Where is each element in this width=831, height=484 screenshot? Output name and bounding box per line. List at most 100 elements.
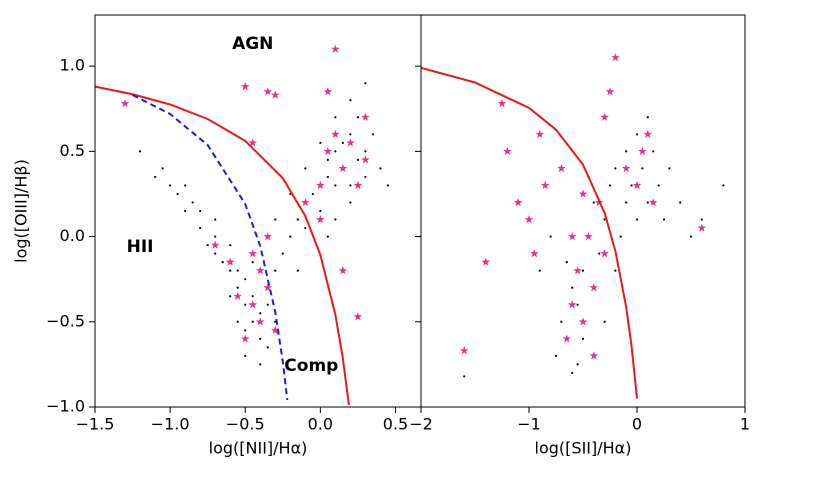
dot-point <box>296 269 299 272</box>
dot-point <box>334 116 337 119</box>
star-point <box>240 334 250 343</box>
dot-point <box>251 320 254 323</box>
dot-point <box>571 286 574 289</box>
dot-point <box>349 184 352 187</box>
dot-point <box>259 337 262 340</box>
star-point <box>301 197 310 207</box>
dot-point <box>538 269 541 272</box>
star-point <box>524 215 534 224</box>
star-point <box>567 300 577 309</box>
dot-point <box>592 201 595 204</box>
star-point <box>605 87 615 96</box>
dot-point <box>214 235 217 238</box>
dot-point <box>619 235 622 238</box>
star-point <box>323 146 333 155</box>
boundary-curve <box>95 85 350 406</box>
star-point <box>535 129 545 138</box>
dot-point <box>259 312 262 315</box>
dot-point <box>138 150 142 153</box>
star-point <box>248 138 258 147</box>
star-point <box>353 180 363 190</box>
star-point <box>233 291 242 300</box>
dot-point <box>646 201 649 204</box>
dot-point <box>214 218 217 221</box>
star-point <box>271 90 280 99</box>
dot-point <box>334 184 337 187</box>
x-tick-label: −2 <box>409 415 433 434</box>
x-axis-label: log([NII]/Hα) <box>209 439 308 458</box>
star-point <box>248 249 258 258</box>
dot-point <box>326 158 329 161</box>
x-tick-label: −0.5 <box>226 415 265 434</box>
dot-point <box>319 141 322 144</box>
star-point <box>621 163 631 173</box>
dot-point <box>244 278 247 281</box>
dot-point <box>668 167 671 170</box>
dot-point <box>603 320 606 323</box>
dot-point <box>274 218 277 221</box>
dot-point <box>630 184 633 187</box>
dot-point <box>349 133 352 136</box>
star-point <box>697 223 707 232</box>
dot-point <box>679 201 682 204</box>
dot-point <box>560 320 563 323</box>
boundary-curve <box>421 66 638 399</box>
y-axis-label: log([OIII]/Hβ) <box>12 159 31 263</box>
star-point <box>589 351 599 360</box>
dot-point <box>463 375 466 378</box>
boundary-curve <box>132 94 289 401</box>
star-point <box>459 346 469 355</box>
y-tick-label: −1.0 <box>46 397 85 416</box>
star-point <box>584 232 593 241</box>
dot-point <box>266 346 269 349</box>
dot-point <box>614 167 617 170</box>
dot-point <box>244 329 247 332</box>
dot-point <box>236 320 239 323</box>
star-point <box>323 87 333 96</box>
star-point <box>643 129 653 138</box>
dot-point <box>386 184 390 187</box>
star-point <box>578 317 588 326</box>
plot-area <box>95 44 390 406</box>
dot-point <box>576 303 579 306</box>
axes-frame <box>420 14 746 408</box>
x-tick-label: −1.5 <box>76 415 115 434</box>
dot-point <box>304 167 307 170</box>
dot-point <box>319 209 322 213</box>
y-tick-label: 0.0 <box>60 226 85 245</box>
dot-point <box>259 363 262 366</box>
dot-point <box>364 150 367 153</box>
dot-point <box>576 363 579 366</box>
dot-point <box>206 243 209 247</box>
star-point <box>331 129 340 138</box>
star-point <box>578 189 588 198</box>
star-point <box>589 283 599 292</box>
dot-point <box>274 269 277 272</box>
y-tick-label: 1.0 <box>60 56 85 75</box>
star-point <box>255 317 265 326</box>
dot-point <box>251 261 254 264</box>
star-point <box>338 266 348 275</box>
dot-point <box>549 235 552 238</box>
star-point <box>497 99 507 108</box>
dot-point <box>229 295 232 298</box>
dot-point <box>236 269 239 272</box>
dot-point <box>289 235 292 238</box>
dot-point <box>581 269 585 272</box>
x-axis-label: log([SII]/Hα) <box>535 439 632 458</box>
dot-point <box>356 116 360 119</box>
star-point <box>338 163 348 173</box>
star-point <box>573 266 582 275</box>
dot-point <box>334 150 337 153</box>
star-point <box>255 266 265 275</box>
dot-point <box>349 201 352 204</box>
annotation: AGN <box>232 34 273 54</box>
dot-point <box>244 354 247 357</box>
dot-point <box>244 303 247 306</box>
star-point <box>263 87 273 96</box>
dot-point <box>662 218 666 221</box>
star-point <box>248 300 258 309</box>
dot-point <box>652 150 655 153</box>
star-point <box>600 249 609 258</box>
